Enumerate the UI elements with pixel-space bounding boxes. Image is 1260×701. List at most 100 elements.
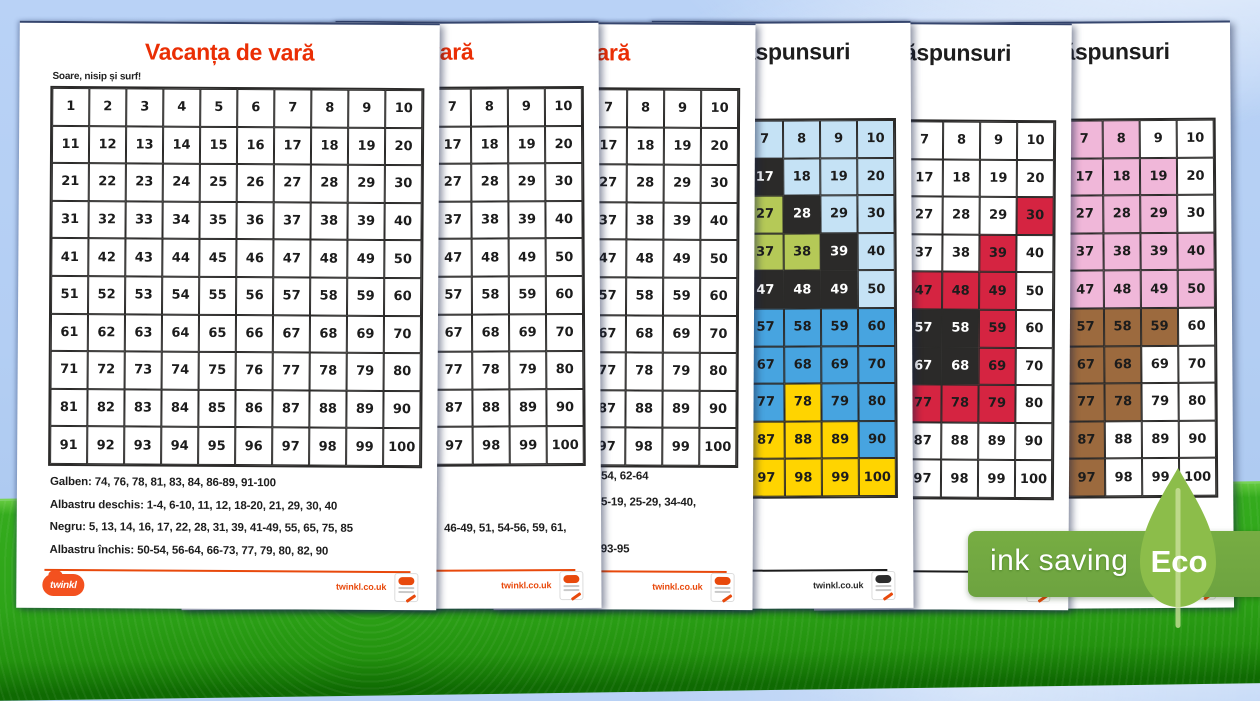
grid-cell-48: 48	[471, 238, 509, 277]
grid-cell-63: 63	[124, 313, 163, 352]
grid-cell-69: 69	[346, 315, 385, 354]
grid-cell-37: 37	[434, 201, 472, 240]
grid-cell-51: 51	[51, 275, 89, 314]
grid-cell-66: 66	[235, 314, 274, 353]
grid-cell-99: 99	[509, 426, 547, 465]
grid-cell-45: 45	[199, 239, 237, 278]
grid-cell-10: 10	[544, 87, 583, 126]
grid-cell-8: 8	[782, 120, 821, 159]
grid-cell-30: 30	[384, 165, 422, 203]
footer-divider	[44, 568, 411, 574]
grid-cell-89: 89	[821, 420, 859, 459]
grid-cell-69: 69	[821, 345, 859, 384]
grid-cell-35: 35	[199, 201, 237, 240]
grid-cell-60: 60	[384, 277, 422, 316]
grid-cell-78: 78	[625, 352, 663, 391]
grid-cell-89: 89	[509, 388, 547, 427]
grid-cell-90: 90	[1015, 422, 1053, 461]
grid-cell-18: 18	[783, 157, 821, 196]
grid-cell-60: 60	[545, 275, 583, 314]
grid-cell-19: 19	[1139, 157, 1178, 196]
grid-cell-48: 48	[942, 271, 980, 310]
grid-cell-79: 79	[346, 352, 384, 391]
grid-cell-27: 27	[1066, 195, 1104, 234]
footer-site-url: twinkl.co.uk	[813, 580, 864, 591]
grid-cell-29: 29	[347, 164, 385, 203]
instruction-yellow: Galben: 74, 76, 78, 81, 83, 84, 86-89, 9…	[49, 475, 276, 490]
grid-cell-39: 39	[1140, 232, 1178, 271]
grid-cell-19: 19	[508, 125, 546, 164]
grid-cell-9: 9	[348, 89, 386, 128]
grid-cell-47: 47	[434, 238, 472, 277]
grid-cell-65: 65	[198, 314, 237, 353]
grid-cell-57: 57	[273, 277, 311, 316]
grid-cell-81: 81	[50, 388, 88, 427]
ink-saving-label: ink saving	[990, 544, 1129, 577]
grid-cell-50: 50	[1177, 270, 1215, 308]
grid-cell-30: 30	[545, 163, 583, 201]
grid-cell-39: 39	[663, 202, 701, 241]
grid-cell-22: 22	[88, 163, 126, 202]
grid-cell-88: 88	[625, 390, 663, 429]
grid-cell-50: 50	[700, 240, 738, 278]
grid-cell-77: 77	[435, 351, 473, 390]
grid-cell-29: 29	[979, 196, 1017, 235]
grid-cell-80: 80	[1015, 385, 1053, 423]
grid-cell-28: 28	[1103, 195, 1141, 234]
grid-cell-4: 4	[163, 88, 201, 127]
grid-cell-19: 19	[979, 159, 1017, 198]
grid-cell-8: 8	[470, 88, 509, 127]
grid-cell-40: 40	[1016, 234, 1054, 273]
grid-cell-39: 39	[347, 202, 385, 241]
grid-cell-49: 49	[820, 270, 858, 309]
grid-cell-42: 42	[88, 238, 126, 277]
grid-cell-8: 8	[311, 89, 349, 128]
grid-cell-28: 28	[471, 163, 509, 202]
grid-cell-8: 8	[626, 89, 665, 128]
grid-cell-32: 32	[88, 200, 126, 239]
grid-cell-54: 54	[162, 276, 200, 315]
grid-cell-68: 68	[471, 313, 510, 352]
grid-cell-27: 27	[273, 164, 311, 203]
grid-cell-46: 46	[236, 239, 274, 278]
instruction-dark-blue: Albastru închis: 50-54, 56-64, 66-73, 77…	[49, 543, 329, 558]
grid-cell-69: 69	[1141, 345, 1179, 384]
grid-cell-98: 98	[625, 427, 663, 466]
grid-cell-10: 10	[1016, 121, 1055, 160]
grid-cell-68: 68	[784, 345, 822, 384]
grid-cell-70: 70	[1178, 345, 1216, 384]
grid-cell-89: 89	[978, 422, 1016, 461]
grid-cell-21: 21	[51, 163, 89, 201]
grid-cell-27: 27	[434, 163, 472, 202]
grid-cell-29: 29	[663, 164, 701, 203]
grid-cell-90: 90	[383, 390, 421, 429]
grid-cell-67: 67	[1067, 346, 1105, 384]
grid-cell-78: 78	[309, 352, 347, 391]
grid-cell-40: 40	[857, 232, 895, 271]
grid-cell-49: 49	[663, 240, 701, 278]
grid-cell-38: 38	[942, 234, 980, 273]
grid-cell-50: 50	[857, 270, 895, 309]
grid-cell-99: 99	[346, 428, 384, 466]
grid-cell-28: 28	[626, 164, 664, 203]
grid-cell-37: 37	[1066, 233, 1104, 272]
grid-cell-60: 60	[1015, 309, 1054, 348]
grid-cell-40: 40	[1177, 232, 1215, 271]
grid-cell-88: 88	[1104, 420, 1143, 459]
grid-cell-58: 58	[310, 277, 348, 316]
grid-cell-18: 18	[942, 159, 980, 197]
grid-cell-98: 98	[784, 458, 822, 497]
grid-cell-100: 100	[1014, 460, 1053, 499]
grid-cell-58: 58	[626, 277, 664, 316]
instruction-fragment: 93-95	[600, 543, 630, 556]
eco-label: Eco	[1151, 544, 1208, 579]
grid-cell-38: 38	[1103, 232, 1141, 271]
grid-cell-30: 30	[1016, 197, 1054, 235]
grid-cell-25: 25	[199, 164, 237, 202]
grid-cell-10: 10	[856, 119, 895, 158]
footer-site-url: twinkl.co.uk	[652, 581, 703, 592]
grid-cell-49: 49	[1140, 270, 1178, 309]
grid-cell-8: 8	[1102, 120, 1140, 159]
